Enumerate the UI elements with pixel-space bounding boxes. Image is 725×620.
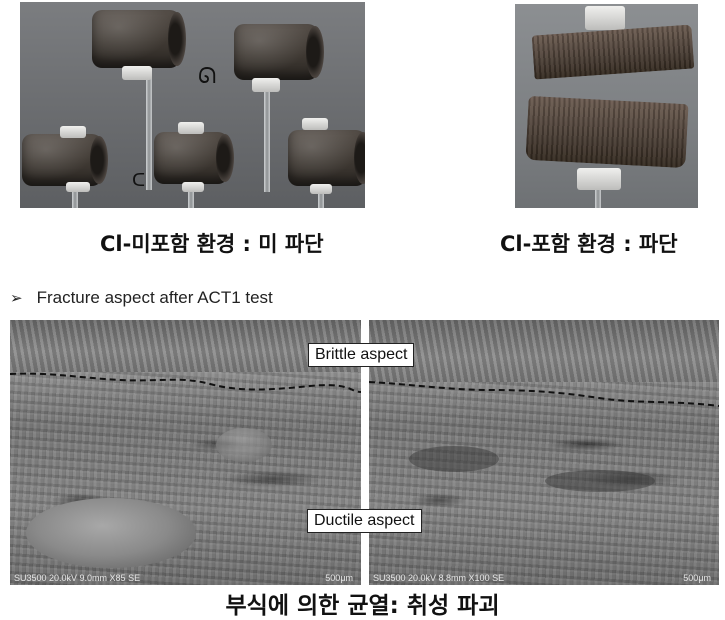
nut	[60, 126, 86, 138]
brittle-zone	[369, 320, 719, 382]
nut	[302, 118, 328, 130]
rod	[318, 188, 324, 208]
brittle-zone	[10, 320, 361, 372]
upper-fragment	[531, 24, 695, 80]
caption-fracture: Cl-포함 환경 : 파단	[500, 232, 678, 256]
caption-brittle-fracture: 부식에 의한 균열: 취성 파괴	[225, 593, 500, 619]
specimen-pipe	[234, 24, 324, 80]
label-brittle-aspect: Brittle aspect	[308, 343, 415, 367]
arrow-bullet-icon: ➢	[10, 288, 23, 307]
void	[545, 470, 655, 492]
nut	[66, 182, 90, 192]
nut	[182, 182, 204, 192]
nut	[252, 78, 280, 92]
sem-info-text: SU3500 20.0kV 9.0mm X85 SE	[14, 573, 141, 583]
void	[216, 428, 272, 462]
sem-image-right: SU3500 20.0kV 8.8mm X100 SE 500μm	[369, 320, 719, 585]
fracture-boundary-line	[369, 381, 719, 407]
specimen-pipe	[288, 130, 365, 186]
sem-scale-text: 500μm	[325, 573, 353, 583]
specimen-pipe	[92, 10, 186, 68]
rod	[264, 82, 270, 192]
specimen-rack-photo: ᘏ ᑕ	[20, 2, 365, 208]
fractured-specimen-photo	[515, 4, 698, 208]
lower-fragment	[525, 95, 689, 169]
rod	[146, 62, 152, 190]
nut	[122, 66, 152, 80]
fracture-boundary-line	[10, 372, 361, 393]
rod	[72, 182, 78, 208]
specimen-pipe	[22, 134, 108, 186]
rod	[595, 190, 601, 208]
section-title: Fracture aspect after ACT1 test	[36, 288, 273, 307]
nut	[577, 168, 621, 190]
rod	[188, 188, 194, 208]
nut	[585, 6, 625, 30]
sem-scale-text: 500μm	[683, 573, 711, 583]
nut	[178, 122, 204, 134]
pen-mark-icon: ᑕ	[132, 170, 146, 191]
ductile-blob	[26, 498, 196, 568]
pen-mark-icon: ᘏ	[198, 64, 217, 89]
nut	[310, 184, 332, 194]
sem-image-left: SU3500 20.0kV 9.0mm X85 SE 500μm	[10, 320, 361, 585]
sem-info-text: SU3500 20.0kV 8.8mm X100 SE	[373, 573, 505, 583]
specimen-pipe	[154, 132, 234, 184]
section-header: ➢ Fracture aspect after ACT1 test	[10, 287, 273, 309]
void	[409, 446, 499, 472]
label-ductile-aspect: Ductile aspect	[307, 509, 422, 533]
caption-no-fracture: Cl-미포함 환경 : 미 파단	[100, 232, 324, 256]
